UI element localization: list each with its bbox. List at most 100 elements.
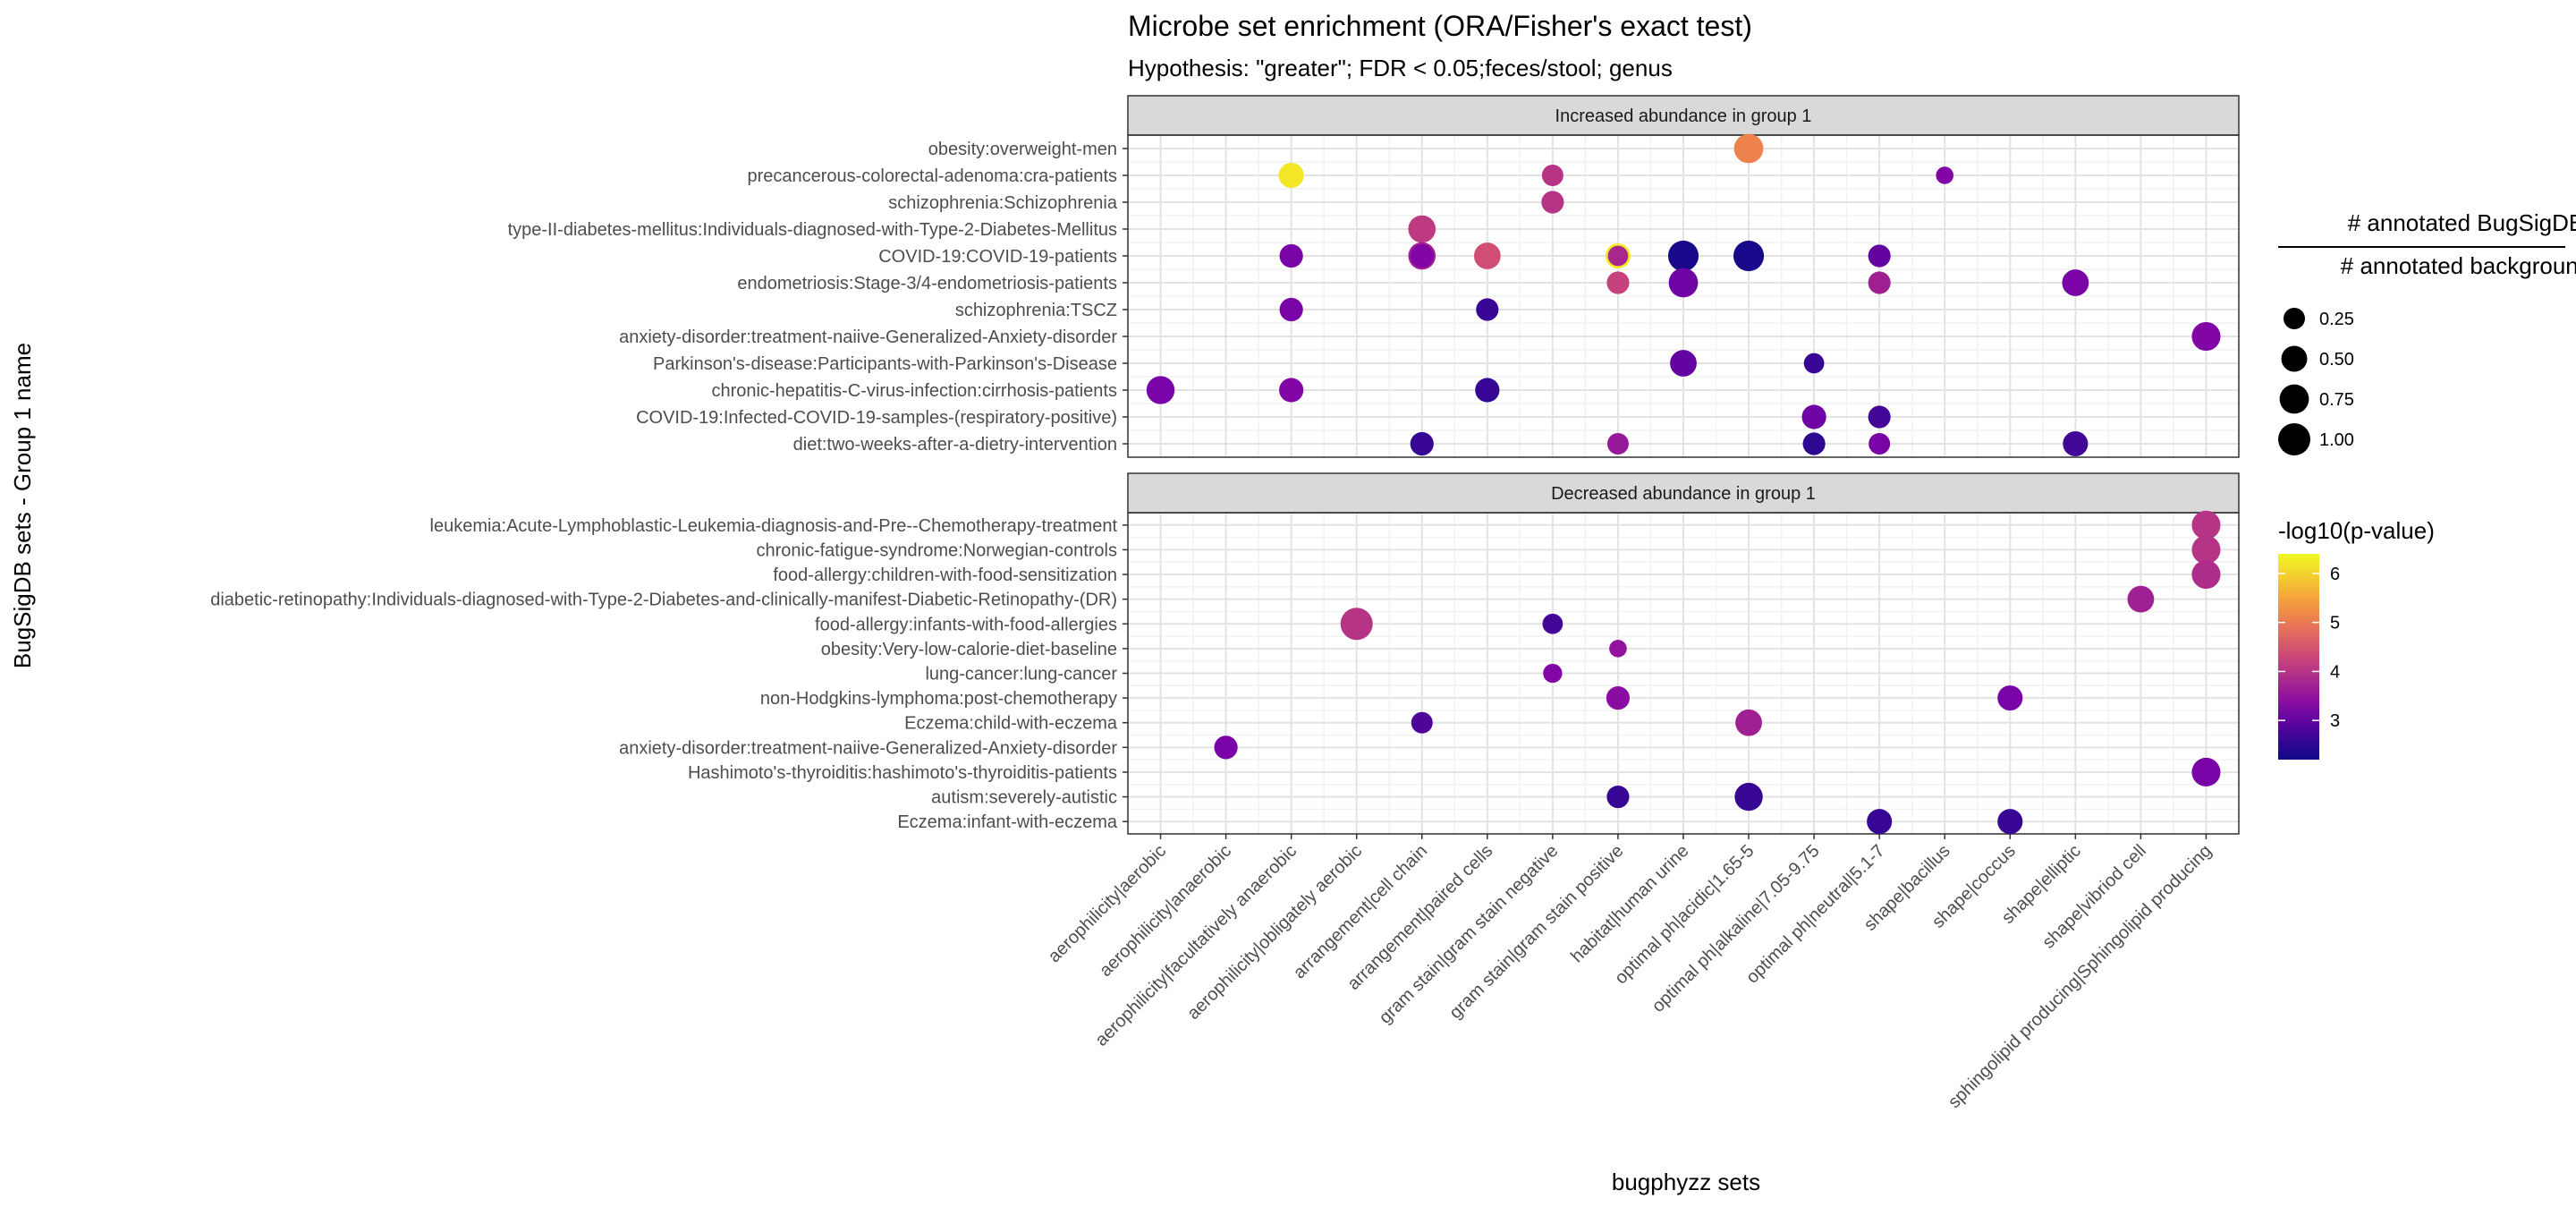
data-point — [1867, 809, 1893, 835]
y-tick-label: anxiety-disorder:treatment-naiive-Genera… — [619, 738, 1117, 758]
x-tick-label: aerophilicity|anaerobic — [1096, 841, 1235, 981]
data-point — [1146, 376, 1175, 404]
size-legend-key — [2284, 308, 2305, 329]
data-point — [1410, 431, 1434, 456]
data-point — [1868, 405, 1891, 429]
size-legend-title-numerator: # annotated BugSigDB — [2348, 209, 2576, 236]
data-point — [1733, 133, 1764, 164]
facet-strip — [1127, 472, 2240, 514]
data-point — [1735, 709, 1762, 736]
y-tick-label: chronic-fatigue-syndrome:Norwegian-contr… — [756, 540, 1117, 560]
y-tick-label: COVID-19:Infected-COVID-19-samples-(resp… — [636, 408, 1117, 428]
data-point — [1279, 378, 1304, 403]
color-legend-label: 4 — [2330, 662, 2340, 682]
data-point — [1670, 350, 1697, 377]
data-point — [1411, 711, 1433, 734]
y-tick-label: chronic-hepatitis-C-virus-infection:cirr… — [712, 381, 1118, 401]
x-tick-label: habitat|human urine — [1567, 841, 1692, 966]
data-point — [1279, 297, 1303, 322]
data-point — [1803, 353, 1825, 374]
y-tick-label: diabetic-retinopathy:Individuals-diagnos… — [210, 591, 1117, 610]
data-point — [2063, 430, 2089, 457]
data-point — [1606, 786, 1630, 809]
y-tick-label: Eczema:infant-with-eczema — [897, 812, 1118, 832]
y-tick-label: lung-cancer:lung-cancer — [925, 665, 1117, 684]
size-legend-title-denominator: # annotated background — [2341, 252, 2576, 279]
data-point — [1543, 663, 1563, 684]
data-point — [1868, 433, 1891, 455]
data-point — [1541, 191, 1564, 214]
data-point — [1606, 271, 1630, 294]
y-axis-title: BugSigDB sets - Group 1 name — [9, 343, 36, 668]
y-tick-label: Eczema:child-with-eczema — [904, 714, 1118, 734]
data-point — [1214, 735, 1238, 760]
points-layer — [1146, 133, 2221, 835]
color-legend-bar — [2278, 554, 2319, 760]
size-legend-label: 0.75 — [2319, 390, 2354, 410]
chart-title: Microbe set enrichment (ORA/Fisher's exa… — [1128, 10, 1752, 42]
color-legend-label: 5 — [2330, 614, 2340, 633]
color-legend-title: -log10(p-value) — [2278, 517, 2435, 544]
data-point — [1802, 432, 1826, 455]
x-tick-label: arrangement|cell chain — [1290, 841, 1431, 982]
data-point — [2191, 559, 2221, 590]
y-tick-label: obesity:Very-low-calorie-diet-baseline — [821, 640, 1117, 659]
size-legend-label: 0.50 — [2319, 350, 2354, 370]
y-tick-label: leukemia:Acute-Lymphoblastic-Leukemia-di… — [430, 516, 1118, 536]
data-point — [2127, 585, 2155, 613]
facet-strip — [1127, 95, 2240, 136]
data-point — [1410, 243, 1434, 268]
data-point — [1868, 271, 1891, 294]
size-legend-key — [2278, 423, 2310, 455]
data-point — [1473, 242, 1501, 269]
data-point — [1801, 404, 1826, 429]
size-legend-label: 0.25 — [2319, 310, 2354, 329]
y-tick-label: non-Hodgkins-lymphoma:post-chemotherapy — [760, 689, 1117, 709]
data-point — [1475, 378, 1500, 403]
data-point — [1541, 165, 1563, 186]
data-point — [1667, 240, 1699, 272]
data-point — [1278, 162, 1304, 189]
facet-strip-label: Decreased abundance in group 1 — [1551, 484, 1816, 504]
data-point — [2191, 510, 2221, 540]
data-point — [2062, 269, 2089, 296]
data-point — [1606, 433, 1629, 455]
size-legend-label: 1.00 — [2319, 430, 2354, 450]
data-point — [1607, 245, 1629, 267]
data-point — [1734, 782, 1763, 812]
size-legend-key — [2281, 345, 2308, 372]
y-tick-label: precancerous-colorectal-adenoma:cra-pati… — [747, 166, 1117, 186]
y-tick-label: obesity:overweight-men — [928, 140, 1117, 159]
data-point — [1997, 809, 2023, 835]
y-tick-label: food-allergy:children-with-food-sensitiz… — [773, 565, 1117, 585]
facet-strip-label: Increased abundance in group 1 — [1555, 106, 1812, 126]
y-tick-label: Hashimoto's-thyroiditis:hashimoto's-thyr… — [688, 763, 1117, 783]
y-tick-label: diet:two-weeks-after-a-dietry-interventi… — [793, 435, 1117, 455]
data-point — [1668, 268, 1699, 298]
data-point — [1340, 608, 1373, 641]
y-tick-label: endometriosis:Stage-3/4-endometriosis-pa… — [737, 274, 1117, 293]
data-point — [1542, 613, 1563, 634]
data-point — [1279, 243, 1303, 268]
legend-layer: # annotated BugSigDB # annotated backgrou… — [2278, 209, 2576, 760]
panel-border — [1127, 134, 2240, 458]
data-point — [1997, 685, 2023, 711]
y-tick-label: food-allergy:infants-with-food-allergies — [815, 615, 1117, 634]
y-tick-label: Parkinson's-disease:Participants-with-Pa… — [653, 354, 1117, 374]
chart-subtitle: Hypothesis: "greater"; FDR < 0.05;feces/… — [1128, 55, 1673, 81]
data-point — [1868, 244, 1891, 268]
data-point — [1408, 215, 1436, 243]
size-legend-key — [2279, 384, 2309, 414]
data-point — [1733, 240, 1765, 272]
data-point — [2191, 757, 2221, 787]
data-point — [2191, 321, 2221, 352]
y-tick-label: autism:severely-autistic — [931, 788, 1117, 808]
data-point — [1936, 166, 1954, 184]
y-tick-label: schizophrenia:TSCZ — [955, 301, 1117, 320]
data-point — [1606, 686, 1631, 710]
data-point — [2191, 535, 2221, 565]
panel-frames-layer: Increased abundance in group 1 Decreased … — [1127, 95, 2240, 835]
y-tick-label: type-II-diabetes-mellitus:Individuals-di… — [508, 220, 1117, 240]
